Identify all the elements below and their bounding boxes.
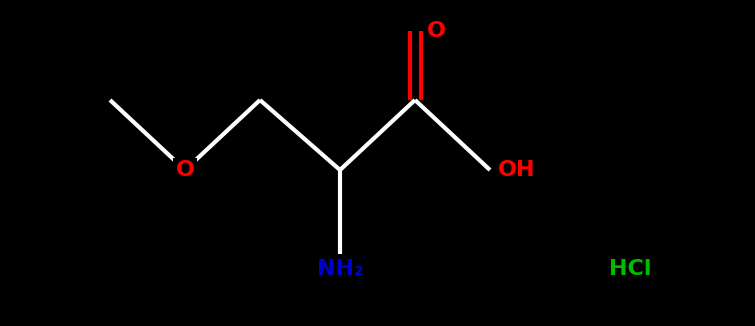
Text: OH: OH — [498, 160, 535, 180]
Text: HCl: HCl — [609, 259, 652, 279]
Text: O: O — [427, 21, 446, 41]
Text: NH₂: NH₂ — [316, 259, 363, 279]
Text: O: O — [175, 160, 195, 180]
